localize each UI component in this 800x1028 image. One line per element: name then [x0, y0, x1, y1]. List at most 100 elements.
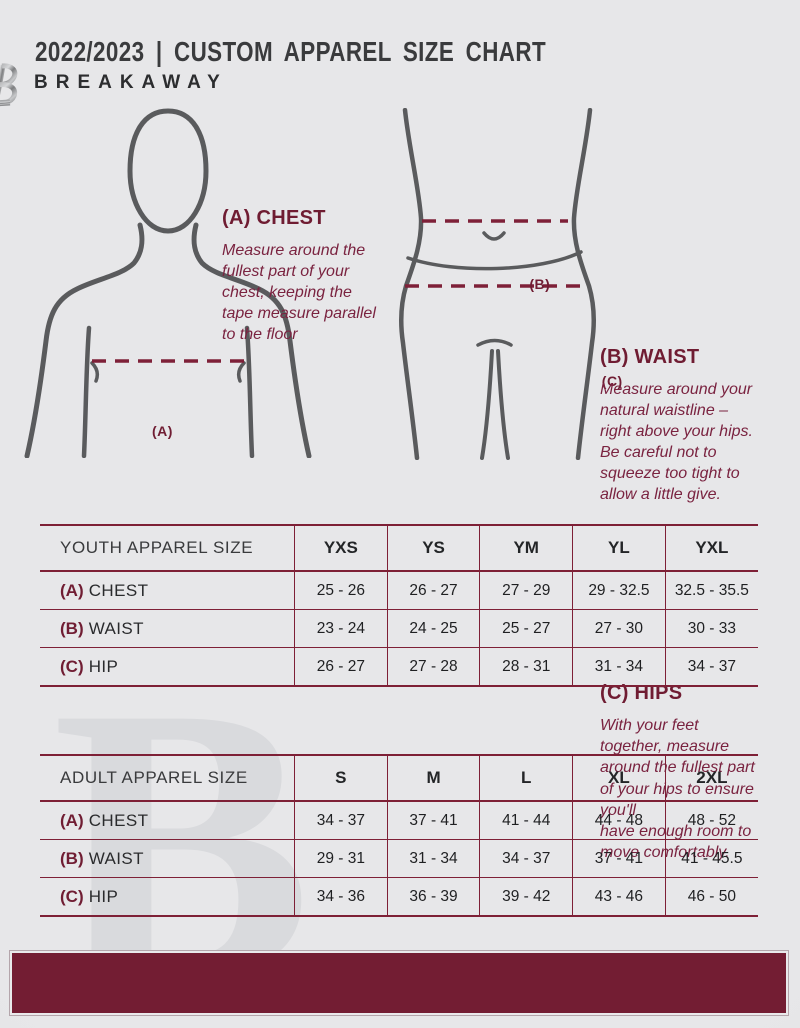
hips-heading: (C) HIPS [600, 682, 683, 705]
size-range-cell: 25 - 26 [294, 571, 388, 610]
table-row: (A) CHEST 25 - 26 26 - 27 27 - 29 29 - 32.5 3… [40, 571, 758, 610]
size-range-cell: 27 - 28 [386, 647, 480, 686]
size-range-cell: 34 - 37 [294, 801, 388, 840]
row-measurement-name: CHEST [83, 810, 149, 830]
size-range-cell: 46 - 50 [664, 877, 758, 916]
size-range-cell: 26 - 27 [386, 571, 480, 610]
lower-body-figure [399, 108, 596, 460]
measurement-label-cell: (A) CHEST [40, 801, 295, 840]
size-range-cell: 27 - 30 [572, 609, 666, 648]
measurement-label-cell: (C) HIP [40, 648, 295, 687]
chest-description: Measure around the fullest part of your … [222, 242, 376, 344]
size-range-cell: 41 - 44 [479, 801, 573, 840]
row-measurement-name: CHEST [83, 580, 149, 600]
crotch-curve [476, 338, 513, 347]
size-column-header: YL [572, 525, 666, 571]
waist-description: Measure around your natural waistline – … [600, 380, 753, 504]
brand-name: BREAKAWAY [34, 72, 228, 93]
size-range-cell: 39 - 42 [479, 877, 573, 916]
measurement-label-cell: (A) CHEST [40, 571, 295, 610]
size-range-cell: 29 - 32.5 [572, 571, 666, 610]
row-letter: (B) [60, 618, 84, 638]
measurement-label-cell: (C) HIP [40, 878, 295, 917]
right-armpit-tick [236, 361, 246, 383]
row-letter: (A) [60, 580, 84, 600]
breakaway-b-monogram-icon [0, 62, 18, 107]
size-range-cell: 34 - 37 [479, 839, 573, 878]
size-range-cell: 30 - 33 [664, 609, 758, 648]
right-shoulder-arm [191, 222, 312, 458]
size-column-header: YXL [664, 525, 758, 571]
table-row: (B) WAIST 29 - 31 31 - 34 34 - 37 37 - 41 41 … [40, 839, 758, 878]
row-measurement-name: HIP [83, 886, 119, 906]
size-range-cell: 48 - 52 [664, 801, 758, 840]
waist-instructions: (B) WAIST Measure around your natural wa… [600, 346, 795, 506]
page-title: 2022/2023 | CUSTOM APPAREL SIZE CHART [35, 36, 547, 67]
size-column-header: YM [479, 525, 573, 571]
apparel-size-row-header: YOUTH APPAREL SIZE [60, 538, 254, 557]
brand-logo: BREAKAWAY [0, 58, 776, 108]
size-column-header: YXS [294, 525, 388, 571]
row-measurement-name: WAIST [83, 618, 144, 638]
size-range-cell: 31 - 34 [572, 647, 666, 686]
size-range-cell: 34 - 36 [294, 877, 388, 916]
size-range-cell: 43 - 46 [572, 877, 666, 916]
navel [482, 231, 506, 241]
row-letter: (C) [60, 886, 84, 906]
hips-line-label: (C) [601, 373, 623, 389]
waist-line-label: (B) [529, 276, 551, 292]
measurement-label-cell: (B) WAIST [40, 610, 295, 648]
youth-size-table: YOUTH APPAREL SIZE YXS YS YM YL YXL (A) CHEST 2… [40, 524, 758, 687]
size-range-cell: 29 - 31 [294, 839, 388, 878]
table-row: (B) WAIST 23 - 24 24 - 25 25 - 27 27 - 30 30 … [40, 609, 758, 648]
head-outline [127, 108, 209, 234]
size-range-cell: 23 - 24 [294, 609, 388, 648]
size-column-header: S [294, 755, 388, 801]
size-column-header: YS [386, 525, 480, 571]
right-side-outline [571, 108, 596, 460]
measurement-label-cell: (B) WAIST [40, 840, 295, 878]
apparel-size-row-header: ADULT APPAREL SIZE [60, 768, 248, 787]
size-range-cell: 37 - 41 [572, 839, 666, 878]
upper-body-figure [24, 108, 312, 458]
table-header-row: ADULT APPAREL SIZE S M L XL 2XL [40, 755, 758, 801]
size-range-cell: 44 - 48 [572, 801, 666, 840]
chest-instructions: (A) CHEST Measure around the fullest par… [222, 207, 427, 346]
row-letter: (A) [60, 810, 84, 830]
size-range-cell: 24 - 25 [386, 609, 480, 648]
adult-size-table: ADULT APPAREL SIZE S M L XL 2XL (A) CHEST 34 - … [40, 754, 758, 917]
waist-heading: (B) WAIST [600, 345, 700, 368]
size-range-cell: 25 - 27 [479, 609, 573, 648]
size-range-cell: 28 - 31 [479, 647, 573, 686]
row-letter: (B) [60, 848, 84, 868]
size-range-cell: 34 - 37 [664, 647, 758, 686]
table-row: (C) HIP 26 - 27 27 - 28 28 - 31 31 - 34 34 - … [40, 647, 758, 687]
size-column-header: XL [572, 755, 666, 801]
size-range-cell: 37 - 41 [386, 801, 480, 840]
size-range-cell: 26 - 27 [294, 647, 388, 686]
hip-crease-curve [406, 250, 583, 271]
chest-heading: (A) CHEST [222, 207, 326, 229]
table-row: (A) CHEST 34 - 37 37 - 41 41 - 44 44 - 48 48 … [40, 801, 758, 840]
right-inner-leg [496, 349, 510, 460]
left-armpit-tick [90, 361, 100, 383]
row-measurement-name: HIP [83, 656, 119, 676]
size-range-cell: 36 - 39 [386, 877, 480, 916]
size-range-cell: 41 - 45.5 [664, 839, 758, 878]
size-column-header: M [386, 755, 480, 801]
size-column-header: L [479, 755, 573, 801]
size-range-cell: 31 - 34 [386, 839, 480, 878]
row-letter: (C) [60, 656, 84, 676]
size-range-cell: 27 - 29 [479, 571, 573, 610]
left-inner-leg [480, 349, 494, 460]
table-row: (C) HIP 34 - 36 36 - 39 39 - 42 43 - 46 46 - … [40, 877, 758, 917]
row-measurement-name: WAIST [83, 848, 144, 868]
left-shoulder-arm [24, 222, 145, 458]
table-header-row: YOUTH APPAREL SIZE YXS YS YM YL YXL [40, 525, 758, 571]
right-chest-line [244, 325, 255, 458]
chest-line-label: (A) [152, 423, 173, 439]
left-chest-line [81, 325, 92, 458]
size-column-header: 2XL [664, 755, 758, 801]
size-range-cell: 32.5 - 35.5 [664, 571, 758, 610]
